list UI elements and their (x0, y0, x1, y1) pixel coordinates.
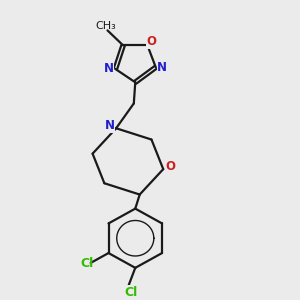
Text: O: O (166, 160, 176, 173)
Text: N: N (157, 61, 167, 74)
Text: Cl: Cl (124, 286, 137, 298)
Text: O: O (147, 35, 157, 49)
Text: N: N (105, 119, 115, 132)
Text: N: N (104, 62, 114, 75)
Text: CH₃: CH₃ (96, 21, 116, 31)
Text: Cl: Cl (80, 257, 94, 270)
